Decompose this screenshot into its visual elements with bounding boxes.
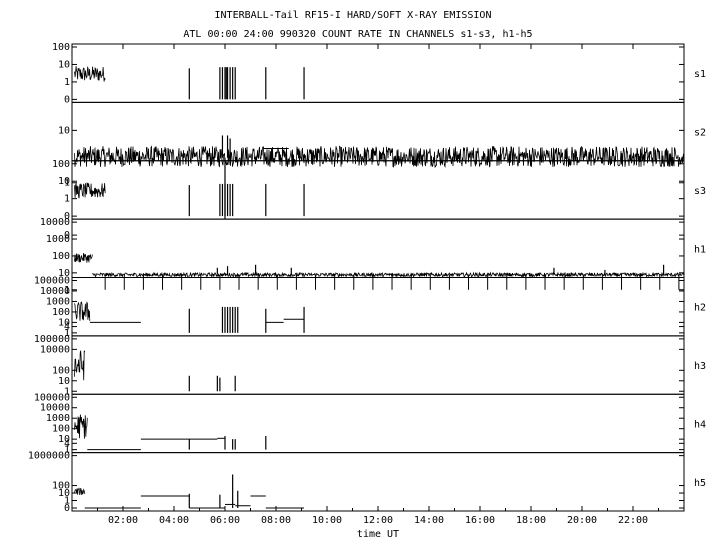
channel-label-s1: s1 — [694, 69, 706, 80]
y-tick-label-h3-0: 1 — [64, 386, 70, 397]
y-tick-label-h2-2: 10 — [58, 317, 70, 328]
x-tick-label-9: 20:00 — [567, 515, 597, 526]
y-tick-label-s3-1: 1 — [64, 194, 70, 205]
y-tick-label-h5-0: 0 — [64, 503, 70, 514]
y-tick-label-h4-5: 10000 — [40, 403, 70, 414]
trace-h1-1 — [92, 271, 685, 279]
y-tick-label-s3-3: 100 — [52, 159, 70, 170]
y-tick-label-h2-0: 1 — [64, 328, 70, 339]
y-tick-label-h1-4: 10000 — [40, 217, 70, 228]
x-axis: 02:00 04:00 06:00 08:00 10:00 12:00 14:00 16:00… — [97, 44, 659, 526]
y-tick-label-h5-1: 1 — [64, 496, 70, 507]
channel-label-h1: h1 — [694, 244, 706, 255]
channel-label-h5: h5 — [694, 478, 706, 489]
y-tick-label-s2-1: 1 — [64, 178, 70, 189]
channel-label-h4: h4 — [694, 419, 706, 430]
panel-frame-s3 — [71, 160, 685, 220]
panel-frame-h1 — [71, 218, 685, 278]
channel-label-h2: h2 — [694, 303, 706, 314]
y-tick-label-s1-2: 10 — [58, 59, 70, 70]
trace-h3-0 — [74, 350, 86, 381]
x-tick-label-4: 10:00 — [312, 515, 342, 526]
y-tick-label-h2-3: 100 — [52, 307, 70, 318]
x-tick-label-2: 06:00 — [210, 515, 240, 526]
y-tick-label-h1-3: 1000 — [46, 234, 70, 245]
y-tick-label-h1-0: 1 — [64, 285, 70, 296]
trace-s1-0 — [74, 66, 106, 82]
y-tick-label-s2-2: 10 — [58, 125, 70, 136]
y-tick-label-h4-3: 100 — [52, 424, 70, 435]
channel-label-s3: s3 — [694, 186, 706, 197]
y-tick-label-h3-4: 100000 — [34, 334, 70, 345]
panel-frame-h2 — [71, 277, 685, 337]
panel-frame-h5 — [71, 452, 685, 512]
x-tick-label-5: 12:00 — [363, 515, 393, 526]
x-tick-label-1: 04:00 — [159, 515, 189, 526]
y-tick-label-h1-1: 10 — [58, 268, 70, 279]
y-tick-label-h5-3: 100 — [52, 481, 70, 492]
y-tick-label-h2-1: 4 — [64, 322, 70, 333]
chart-title: INTERBALL-Tail RF15-I HARD/SOFT X-RAY EM… — [215, 10, 492, 21]
x-tick-label-7: 16:00 — [465, 515, 495, 526]
trace-h5-0 — [74, 487, 86, 496]
trace-h4-0 — [74, 414, 88, 439]
trace-h2-0 — [74, 301, 91, 321]
y-tick-label-h2-4: 1000 — [46, 296, 70, 307]
x-tick-label-3: 08:00 — [261, 515, 291, 526]
y-tick-label-h4-0: 1 — [64, 445, 70, 456]
y-tick-label-h4-4: 1000 — [46, 413, 70, 424]
y-tick-label-s2-0: 0 — [64, 230, 70, 241]
panel-frame-h3 — [71, 335, 685, 395]
trace-s3-0 — [74, 182, 106, 199]
panel-frame-h4 — [71, 393, 685, 454]
y-tick-label-h4-1: 4 — [64, 438, 70, 449]
y-tick-label-h1-2: 100 — [52, 251, 70, 262]
panel-s1: 0 1 10 100 s1 — [52, 42, 706, 105]
x-tick-label-0: 02:00 — [108, 515, 138, 526]
x-tick-label-10: 22:00 — [618, 515, 648, 526]
y-tick-label-h2-6: 100000 — [34, 276, 70, 287]
trace-s2-0 — [74, 145, 685, 168]
y-tick-label-h3-2: 100 — [52, 365, 70, 376]
channel-label-s2: s2 — [694, 128, 706, 139]
y-tick-label-s1-0: 0 — [64, 94, 70, 105]
y-tick-label-s1-3: 100 — [52, 42, 70, 53]
y-tick-label-s1-1: 1 — [64, 77, 70, 88]
panel-frame-s1 — [71, 43, 685, 103]
channel-label-h3: h3 — [694, 361, 706, 372]
y-tick-label-h2-5: 10000 — [40, 286, 70, 297]
x-axis-label: time UT — [357, 529, 399, 540]
y-tick-label-h5-4: 1000000 — [28, 451, 70, 462]
panel-h1: 1 10 100 1000 10000 h1 — [40, 217, 706, 296]
x-tick-label-6: 14:00 — [414, 515, 444, 526]
y-tick-label-h5-2: 10 — [58, 488, 70, 499]
trace-h1-0 — [74, 252, 93, 263]
y-tick-label-h3-3: 10000 — [40, 344, 70, 355]
y-tick-label-s3-2: 10 — [58, 176, 70, 187]
y-tick-label-h4-6: 100000 — [34, 392, 70, 403]
y-tick-label-s3-0: 0 — [64, 211, 70, 222]
y-tick-label-h4-2: 10 — [58, 434, 70, 445]
y-tick-label-h3-1: 10 — [58, 376, 70, 387]
x-tick-label-8: 18:00 — [516, 515, 546, 526]
chart-subtitle: ATL 00:00 24:00 990320 COUNT RATE IN CHA… — [183, 29, 532, 40]
